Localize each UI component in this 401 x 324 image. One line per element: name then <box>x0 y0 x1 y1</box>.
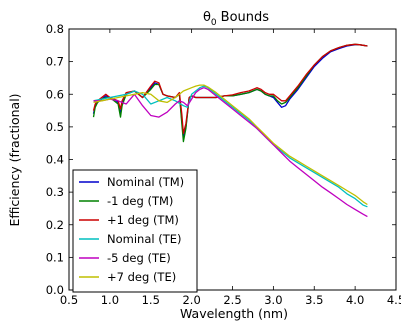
x-tick-label: 2.0 <box>182 293 200 307</box>
chart-title: θ0 Bounds <box>203 10 269 28</box>
legend-label: +7 deg (TE) <box>107 270 176 284</box>
y-axis-label: Efficiency (fractional) <box>7 93 22 226</box>
series-line-5 <box>93 87 368 218</box>
x-tick-label: 4.0 <box>346 293 364 307</box>
x-tick-label: 3.0 <box>264 293 282 307</box>
y-tick-label: 0.1 <box>46 250 64 264</box>
legend-box <box>72 169 198 293</box>
legend: Nominal (TM) -1 deg (TM) +1 deg (TM) Nomina… <box>72 169 198 293</box>
x-tick-label: 2.5 <box>223 293 241 307</box>
y-tick-label: 0.8 <box>46 22 64 36</box>
y-tick-label: 0.5 <box>46 120 64 134</box>
x-tick-label: 1.5 <box>142 293 160 307</box>
y-tick-label: 0.6 <box>46 87 64 101</box>
series-line-4 <box>93 85 368 208</box>
x-tick-label: 3.5 <box>305 293 323 307</box>
series-layer <box>92 43 368 218</box>
x-tick-label: 1.0 <box>101 293 119 307</box>
series-line-6 <box>93 84 368 206</box>
y-tick-label: 0.0 <box>46 283 64 297</box>
series-line-3 <box>92 43 368 135</box>
legend-label: -1 deg (TM) <box>107 194 173 208</box>
y-tick-label: 0.2 <box>46 218 64 232</box>
legend-label: -5 deg (TE) <box>107 251 171 265</box>
x-axis-label: Wavelength (nm) <box>180 306 288 321</box>
y-tick-label: 0.3 <box>46 185 64 199</box>
legend-label: +1 deg (TM) <box>107 213 179 227</box>
x-tick-label: 0.5 <box>60 293 78 307</box>
legend-label: Nominal (TE) <box>107 232 182 246</box>
legend-label: Nominal (TM) <box>107 175 184 189</box>
axis-ticks: 0.5 1.0 1.5 2.0 2.5 3.0 3.5 4.0 4.5 0.0 0.1 0.2 0.3 0… <box>46 22 401 307</box>
x-tick-label: 4.5 <box>387 293 401 307</box>
y-tick-label: 0.4 <box>46 153 64 167</box>
y-tick-label: 0.7 <box>46 55 64 69</box>
